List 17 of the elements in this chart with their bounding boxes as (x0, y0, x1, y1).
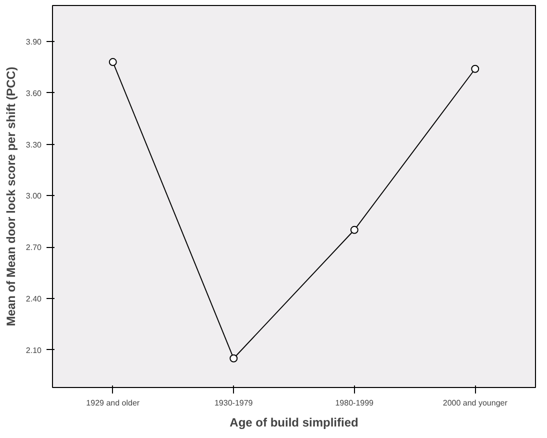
point (108, 58, 117, 66)
y-tick-label: 2.70 (26, 243, 42, 252)
y-tick-label: 3.90 (26, 37, 42, 46)
x-tick-label: 1929 and older (86, 398, 140, 408)
y-tick-label: 3.30 (26, 140, 42, 150)
y-tick-label: 3.00 (26, 192, 42, 201)
x-tick-label: 1930-1979 (214, 398, 254, 408)
y-tick-label: 3.60 (26, 88, 42, 98)
point (230, 354, 238, 362)
x-axis-title: Age of build simplified (230, 416, 358, 430)
point (350, 226, 358, 234)
y-axis-title: Mean of Mean door lock score per shift (PCC) (4, 66, 18, 326)
y-tick-label: 2.10 (26, 346, 42, 355)
x-tick-label: 1980-1999 (335, 398, 374, 408)
x-tick-label: 2000 and younger (442, 398, 508, 408)
point (471, 64, 480, 73)
y-tick-label: 2.40 (26, 294, 42, 304)
